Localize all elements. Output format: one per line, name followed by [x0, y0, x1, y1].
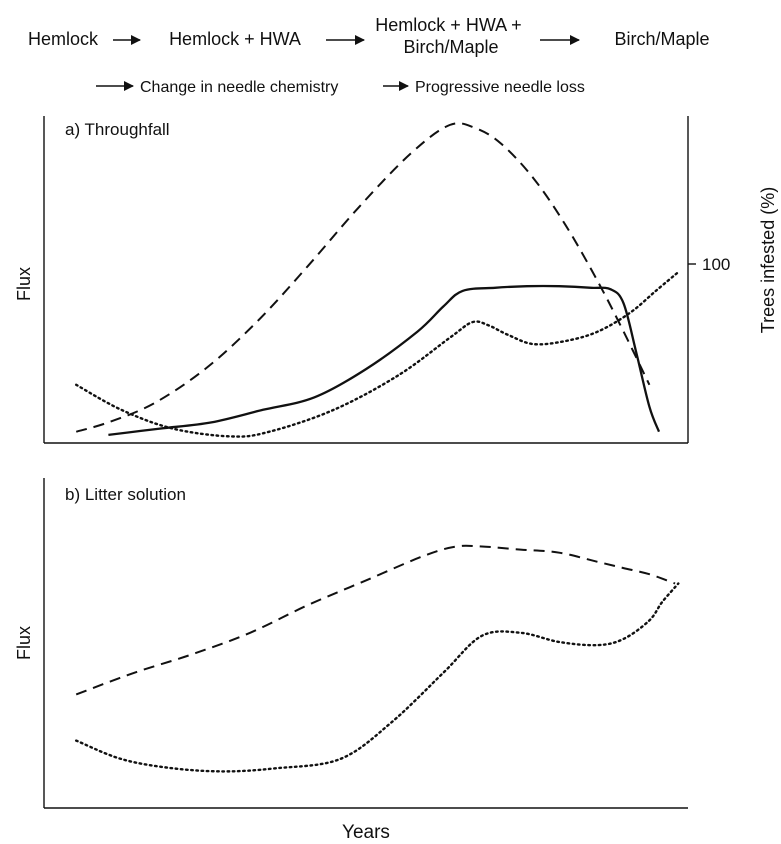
solid-series-line — [108, 284, 661, 437]
panel-b-litter-solution: b) Litter solution Flux Years — [14, 478, 688, 843]
series-group — [75, 544, 680, 773]
dashed-series-line — [75, 122, 651, 433]
sequence-stage-hemlock: Hemlock — [28, 29, 99, 49]
series-group — [75, 122, 680, 438]
sequence-stage-birch-maple: Birch/Maple — [614, 29, 709, 49]
sequence-change-needle-chemistry: Change in needle chemistry — [140, 79, 338, 96]
x-axis-label: Years — [342, 822, 390, 843]
y-axis-label: Flux — [14, 626, 34, 660]
sequence-stage-hemlock-hwa-birch-maple: Hemlock + HWA + Birch/Maple — [375, 15, 526, 57]
sequence-diagram: Hemlock Hemlock + HWA Hemlock + HWA + Bi… — [28, 15, 710, 96]
panel-a-throughfall: 100 a) Throughfall Flux Trees infested (… — [14, 116, 778, 444]
dashed-series-line — [75, 544, 676, 696]
panel-label: a) Throughfall — [65, 120, 170, 139]
sequence-progressive-needle-loss: Progressive needle loss — [415, 79, 585, 96]
right-axis-tick-label: 100 — [702, 255, 730, 274]
sequence-stage-hemlock-hwa: Hemlock + HWA — [169, 29, 301, 49]
y-axis-label: Flux — [14, 267, 34, 301]
panel-label: b) Litter solution — [65, 485, 186, 504]
dotted-series-line — [75, 582, 680, 773]
dotted-series-line — [75, 270, 680, 438]
right-axis-label: Trees infested (%) — [758, 187, 778, 333]
